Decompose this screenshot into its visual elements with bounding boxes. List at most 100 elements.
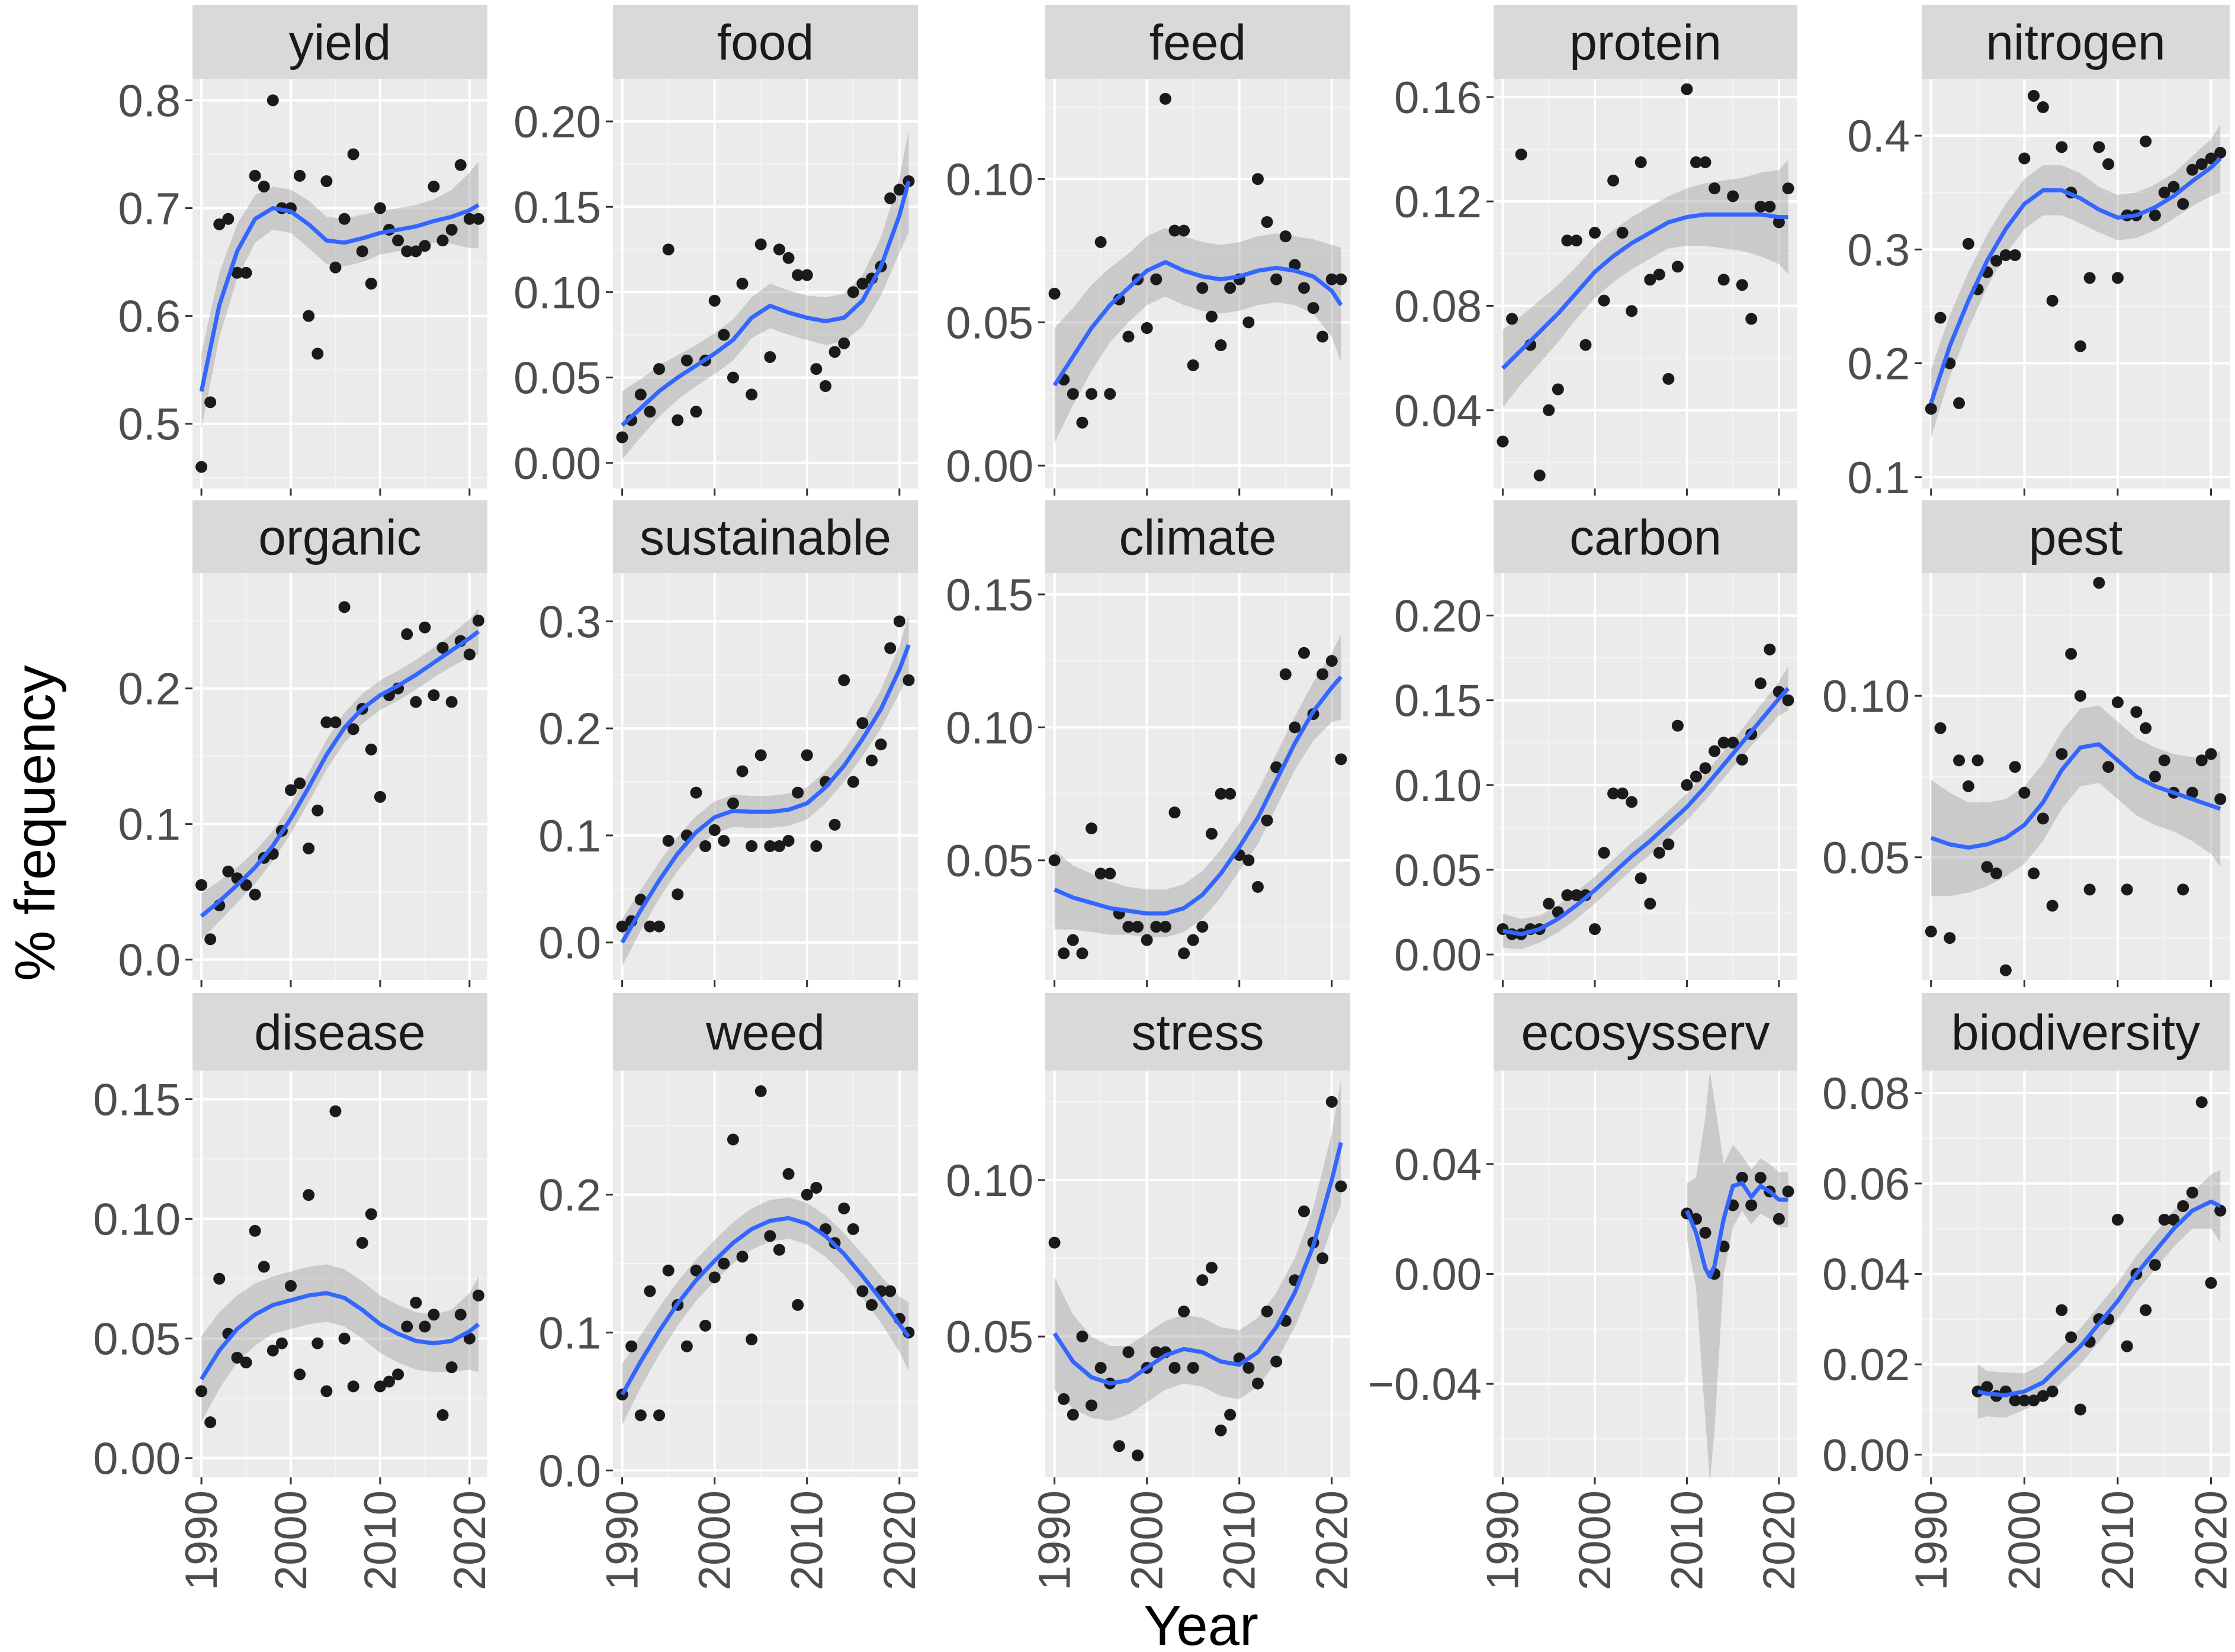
data-point [2205, 152, 2217, 165]
y-tick-label: 0.08 [1822, 1069, 1910, 1119]
facet-panel-carbon: carbon 0.00 0.05 0.10 0.15 0.20 [1394, 500, 1797, 987]
data-point [2065, 1331, 2077, 1344]
x-tick-label: 1990 [176, 1490, 227, 1590]
data-point [1325, 273, 1338, 285]
data-point [1325, 1095, 1338, 1108]
data-point [718, 834, 730, 847]
data-point [2195, 754, 2208, 767]
strip-label: pest [2029, 510, 2123, 565]
data-point [792, 1299, 804, 1311]
data-point [856, 278, 869, 290]
data-point [2046, 899, 2059, 912]
data-point [1607, 174, 1620, 187]
data-point [662, 243, 675, 256]
data-point [445, 223, 458, 236]
data-point [463, 213, 476, 225]
data-point [625, 1340, 638, 1352]
data-point [249, 888, 261, 901]
data-point [644, 1285, 656, 1297]
facet-panel-disease: disease 0.00 0.05 0.10 0.15 1990 2000 2010 2020 [93, 993, 495, 1590]
strip-label: sustainable [640, 510, 891, 565]
data-point [1058, 947, 1070, 960]
data-point [1589, 923, 1601, 936]
data-point [2214, 1204, 2227, 1217]
data-point [303, 310, 315, 322]
facet-panel-weed: weed 0.0 0.1 0.2 1990 2000 2010 2020 [538, 993, 925, 1590]
data-point [2177, 198, 2189, 210]
data-point [2111, 1213, 2124, 1226]
data-point [2028, 1394, 2040, 1407]
data-point [1224, 788, 1237, 800]
data-point [2214, 146, 2227, 159]
y-tick-label: 0.5 [118, 400, 181, 450]
data-point [329, 716, 342, 728]
data-point [436, 1409, 449, 1421]
data-point [1999, 964, 2012, 976]
panel-background [613, 573, 918, 980]
data-point [893, 615, 905, 628]
confidence-band [1502, 159, 1788, 408]
data-point [690, 786, 702, 799]
data-point [727, 371, 739, 384]
data-point [1772, 216, 1785, 229]
y-tick-label: 0.0 [538, 918, 601, 969]
data-point [1251, 880, 1264, 893]
data-point [1205, 1261, 1218, 1274]
data-point [1242, 316, 1255, 329]
smooth-line [620, 644, 911, 944]
y-tick-label: 0.02 [1822, 1340, 1910, 1390]
data-point [1506, 313, 1518, 325]
data-point [736, 1251, 749, 1263]
data-point [249, 169, 261, 182]
strip-background [1045, 993, 1350, 1071]
data-point [1122, 921, 1135, 933]
data-point [1187, 934, 1199, 946]
data-point [2018, 152, 2031, 165]
smooth-line [200, 1291, 480, 1381]
data-point [856, 1285, 869, 1297]
data-point [847, 776, 859, 788]
data-point [1736, 753, 1748, 766]
y-tick-label: 0.0 [538, 1446, 601, 1496]
data-point [1178, 224, 1190, 237]
data-point [392, 1368, 404, 1381]
data-point [810, 363, 823, 375]
data-point [1094, 867, 1107, 880]
data-point [1653, 847, 1665, 859]
data-point [884, 642, 897, 654]
data-point [338, 1332, 351, 1345]
data-point [204, 1416, 217, 1429]
x-tick-label: 2020 [1754, 1490, 1804, 1590]
y-tick-label: 0.4 [1847, 111, 1910, 162]
y-tick-label: 0.06 [1822, 1159, 1910, 1210]
data-point [2028, 867, 2040, 880]
y-tick-label: 0.05 [1822, 833, 1910, 883]
smooth-line [1929, 157, 2222, 404]
panel-background [1045, 79, 1350, 488]
data-point [1709, 745, 1721, 757]
x-tick-label: 2010 [2093, 1490, 2143, 1590]
y-tick-label: 0.20 [513, 97, 601, 147]
data-point [2111, 272, 2124, 284]
data-point [1772, 1213, 1785, 1225]
y-tick-label: 0.2 [538, 704, 601, 754]
data-point [419, 240, 431, 252]
x-tick-label: 2020 [2186, 1490, 2235, 1590]
data-point [419, 1320, 431, 1333]
data-point [810, 1181, 823, 1194]
facet-panel-stress: stress 0.05 0.10 1990 2000 2010 2020 [946, 993, 1357, 1590]
data-point [1727, 737, 1739, 749]
data-point [727, 1133, 739, 1146]
data-point [1690, 156, 1702, 169]
data-point [1150, 921, 1163, 933]
strip-label: feed [1149, 15, 1247, 70]
y-tick-label: 0.00 [1822, 1431, 1910, 1481]
data-point [746, 840, 758, 853]
data-point [1279, 668, 1292, 680]
data-point [2009, 761, 2021, 773]
data-point [1953, 397, 1966, 409]
data-point [1699, 762, 1711, 774]
data-point [801, 1188, 813, 1201]
y-tick-label: 0.1 [118, 800, 181, 850]
strip-label: ecosysserv [1521, 1005, 1770, 1060]
